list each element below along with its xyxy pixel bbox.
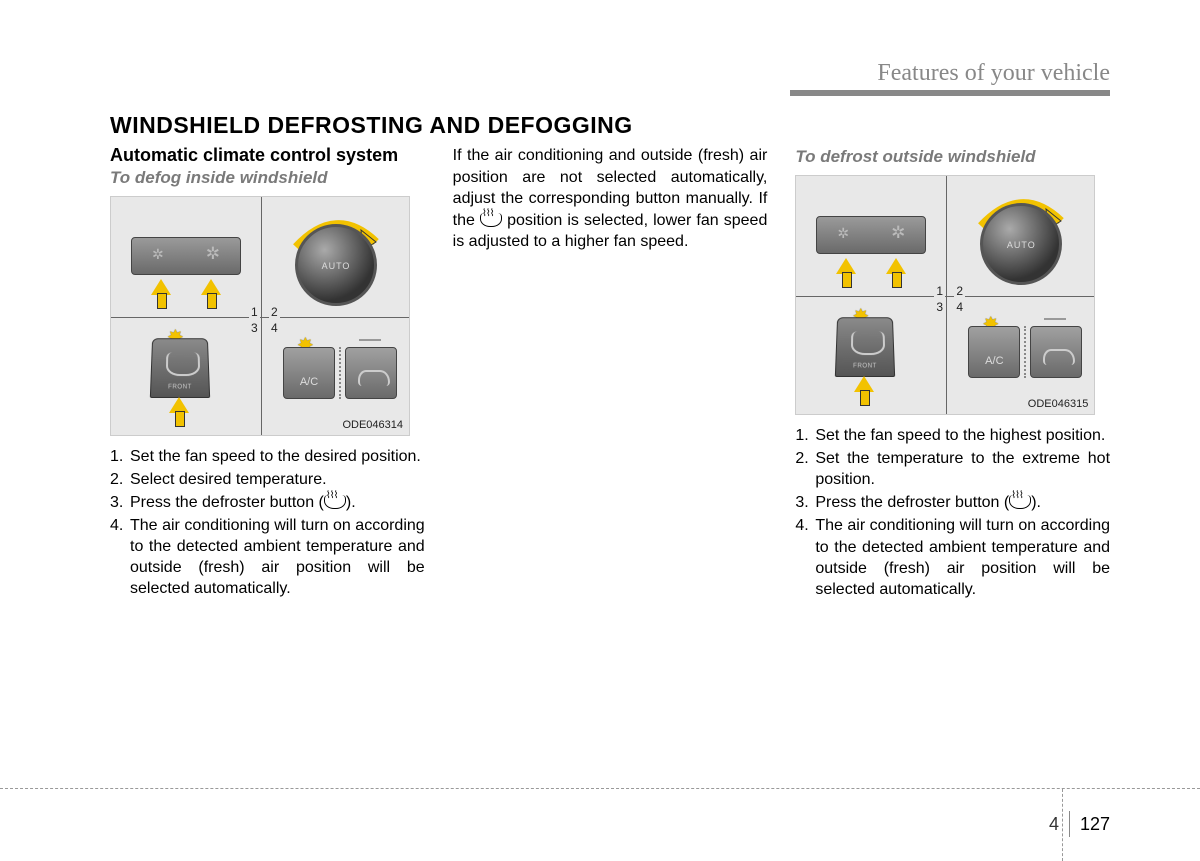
col3-subhead: To defrost outside windshield (795, 147, 1110, 167)
fan-speed-rocker (131, 237, 241, 275)
quadrant-label-1: 1 (934, 284, 945, 298)
list-item: The air conditioning will turn on accord… (110, 515, 425, 599)
diagram-vline (261, 197, 262, 435)
list-item: The air conditioning will turn on accord… (795, 515, 1110, 599)
list-item: Press the defroster button (). (110, 492, 425, 513)
arrow-up-icon (201, 279, 221, 295)
quadrant-label-4: 4 (269, 321, 280, 335)
col1-subhead: To defog inside windshield (110, 168, 425, 188)
step3-tail: ). (346, 494, 356, 511)
header-stripe (790, 90, 1110, 96)
quadrant-label-2: 2 (269, 305, 280, 319)
arrow-up-icon (836, 258, 856, 274)
list-item: Press the defroster button (). (795, 492, 1110, 513)
diagram-vline (946, 176, 947, 414)
recirculate-button-icon (345, 347, 397, 399)
front-defrost-button-icon (150, 338, 210, 398)
footer-divider (1069, 811, 1070, 837)
fan-speed-rocker (816, 216, 926, 254)
header-bar: Features of your vehicle (110, 60, 1110, 96)
list-item: Set the fan speed to the highest positio… (795, 425, 1110, 446)
page-title: WINDSHIELD DEFROSTING AND DEFOGGING (110, 112, 1110, 139)
quadrant-label-1: 1 (249, 305, 260, 319)
diagram-defrost: 1 2 3 4 ✸ ✸ (795, 175, 1095, 415)
auto-dial-icon (980, 203, 1062, 285)
list-item: Set the fan speed to the desired positio… (110, 446, 425, 467)
button-divider (339, 347, 341, 399)
diagram-hline (796, 296, 1094, 297)
page-number: 127 (1080, 814, 1110, 835)
step3-tail: ). (1031, 494, 1041, 511)
front-defrost-button-icon (835, 317, 895, 377)
manual-page: Features of your vehicle WINDSHIELD DEFR… (0, 0, 1200, 861)
defroster-glyph-icon (324, 495, 346, 509)
defroster-glyph-icon (1009, 495, 1031, 509)
col2-paragraph: If the air conditioning and outside (fre… (453, 145, 768, 253)
diagram-defog: 1 2 3 4 ✸ ✸ (110, 196, 410, 436)
temperature-dial (966, 191, 1076, 291)
section-number: 4 (1049, 814, 1059, 835)
quadrant-label-4: 4 (954, 300, 965, 314)
section-label: Features of your vehicle (877, 60, 1110, 87)
col1-subtitle: Automatic climate control system (110, 145, 425, 166)
quadrant-label-2: 2 (954, 284, 965, 298)
recirc-indicator (1044, 318, 1066, 320)
arrow-up-icon (169, 397, 189, 413)
recirculate-button-icon (1030, 326, 1082, 378)
column-1: Automatic climate control system To defo… (110, 145, 425, 602)
col1-steps: Set the fan speed to the desired positio… (110, 446, 425, 600)
col3-steps: Set the fan speed to the highest positio… (795, 425, 1110, 600)
list-item: Select desired temperature. (110, 469, 425, 490)
button-divider (1024, 326, 1026, 378)
temperature-dial (281, 212, 391, 312)
page-footer: 4 127 (1049, 811, 1110, 837)
diagram-code: ODE046314 (342, 419, 403, 431)
quadrant-label-3: 3 (249, 321, 260, 335)
quadrant-label-3: 3 (934, 300, 945, 314)
list-item: Set the temperature to the extreme hot p… (795, 448, 1110, 490)
column-2: If the air conditioning and outside (fre… (453, 145, 768, 602)
diagram-code: ODE046315 (1028, 398, 1089, 410)
auto-dial-icon (295, 224, 377, 306)
arrow-up-icon (151, 279, 171, 295)
step3-text: Press the defroster button ( (130, 494, 324, 511)
step3-text: Press the defroster button ( (815, 494, 1009, 511)
ac-button-icon (283, 347, 335, 399)
arrow-up-icon (854, 376, 874, 392)
arrow-up-icon (886, 258, 906, 274)
content-columns: Automatic climate control system To defo… (110, 145, 1110, 602)
defroster-glyph-icon (480, 213, 502, 227)
crop-guide-h (0, 788, 1200, 789)
ac-button-icon (968, 326, 1020, 378)
diagram-hline (111, 317, 409, 318)
recirc-indicator (359, 339, 381, 341)
column-3: To defrost outside windshield 1 2 3 4 (795, 145, 1110, 602)
